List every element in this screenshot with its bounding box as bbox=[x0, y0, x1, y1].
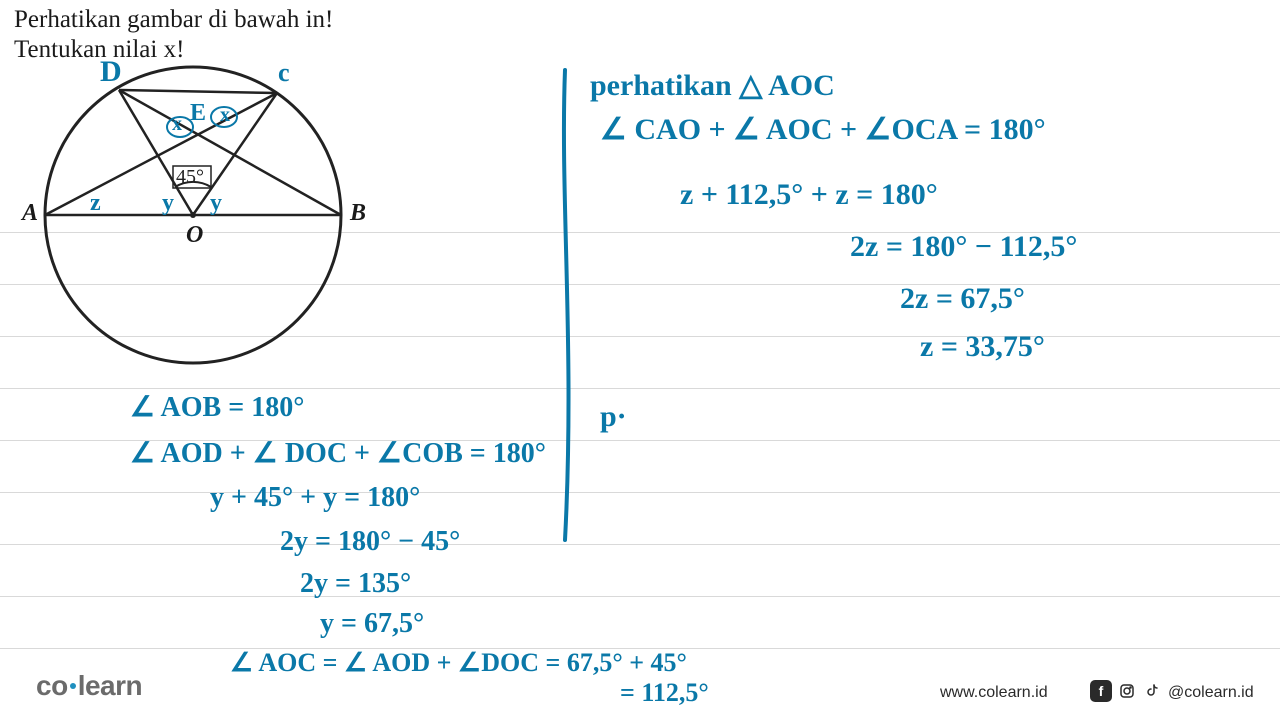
diagram-label-z: z bbox=[90, 190, 101, 217]
facebook-icon: f bbox=[1090, 680, 1112, 702]
diagram-label-C: c bbox=[278, 58, 290, 88]
work-step: perhatikan △ AOC bbox=[590, 68, 835, 103]
work-step: y + 45° + y = 180° bbox=[210, 482, 420, 514]
logo-dot-icon bbox=[70, 683, 76, 689]
footer-url: www.colearn.id bbox=[940, 684, 1048, 702]
logo-right: learn bbox=[78, 670, 142, 701]
logo-left: co bbox=[36, 670, 68, 701]
diagram-label-E: E bbox=[190, 100, 206, 127]
diagram-label-A: A bbox=[22, 200, 38, 227]
whiteboard-page: Perhatikan gambar di bawah in! Tentukan … bbox=[0, 0, 1280, 720]
social-handle: @colearn.id bbox=[1168, 684, 1254, 702]
diagram-label-y2: y bbox=[210, 190, 222, 217]
diagram-label-x: x bbox=[172, 113, 182, 136]
work-step: ∠ AOB = 180° bbox=[130, 390, 304, 424]
work-step: z = 33,75° bbox=[920, 330, 1045, 364]
diagram-label-D: D bbox=[100, 55, 122, 89]
diagram-label-xr: x bbox=[220, 104, 230, 127]
work-step: 2y = 135° bbox=[300, 568, 411, 600]
tiktok-icon bbox=[1142, 680, 1164, 702]
work-step: 2z = 67,5° bbox=[900, 282, 1025, 316]
diagram-label-B: B bbox=[350, 200, 366, 227]
work-step: ∠ AOC = ∠ AOD + ∠DOC = 67,5° + 45° bbox=[230, 648, 687, 678]
problem-line-1: Perhatikan gambar di bawah in! bbox=[14, 6, 333, 34]
work-step: ∠ AOD + ∠ DOC + ∠COB = 180° bbox=[130, 436, 546, 470]
work-step: 2z = 180° − 112,5° bbox=[850, 230, 1077, 264]
work-step: 2y = 180° − 45° bbox=[280, 526, 460, 558]
instagram-icon bbox=[1116, 680, 1138, 702]
diagram-label-O: O bbox=[186, 222, 203, 249]
work-step: ∠ CAO + ∠ AOC + ∠OCA = 180° bbox=[600, 112, 1046, 147]
diagram-label-y1: y bbox=[162, 190, 174, 217]
work-step: p· bbox=[600, 400, 627, 434]
work-step: z + 112,5° + z = 180° bbox=[680, 178, 938, 212]
brand-logo: colearn bbox=[36, 670, 142, 702]
work-step: = 112,5° bbox=[620, 678, 709, 708]
social-icons: f bbox=[1090, 680, 1168, 702]
work-step: y = 67,5° bbox=[320, 608, 424, 640]
